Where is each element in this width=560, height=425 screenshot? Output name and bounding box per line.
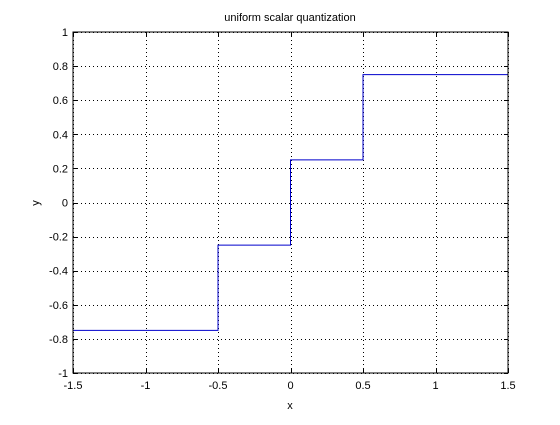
x-tick-label: 1.5 xyxy=(500,380,515,392)
x-tick-label: 0.5 xyxy=(355,380,370,392)
chart-title: uniform scalar quantization xyxy=(224,12,355,24)
y-tick-label: -0.2 xyxy=(49,232,68,244)
x-tick-label: -1.5 xyxy=(64,380,83,392)
series-layer xyxy=(73,74,508,331)
x-tick-label: 1 xyxy=(432,380,438,392)
y-tick-label: 0.4 xyxy=(53,129,68,141)
ticks: -1.5 -1 -0.5 0 0.5 1 1.5-1-0.8-0.6-0.4-0.200.2… xyxy=(49,27,516,392)
y-tick-label: 0.8 xyxy=(53,61,68,73)
y-tick-label: -0.6 xyxy=(49,300,68,312)
y-tick-label: 1 xyxy=(62,27,68,39)
y-tick-label: 0 xyxy=(62,198,68,210)
y-axis-label: y xyxy=(30,200,42,206)
x-tick-label: -0.5 xyxy=(209,380,228,392)
y-tick-label: -0.8 xyxy=(49,334,68,346)
x-axis-label: x xyxy=(287,400,293,412)
y-tick-label: 0.2 xyxy=(53,163,68,175)
y-tick-label: -0.4 xyxy=(49,266,68,278)
x-tick-label: 0 xyxy=(287,380,293,392)
axes-box xyxy=(72,31,509,374)
y-tick-label: -1 xyxy=(58,368,68,380)
y-tick-label: 0.6 xyxy=(53,95,68,107)
x-tick-label: -1 xyxy=(141,380,151,392)
series-line xyxy=(73,74,508,331)
